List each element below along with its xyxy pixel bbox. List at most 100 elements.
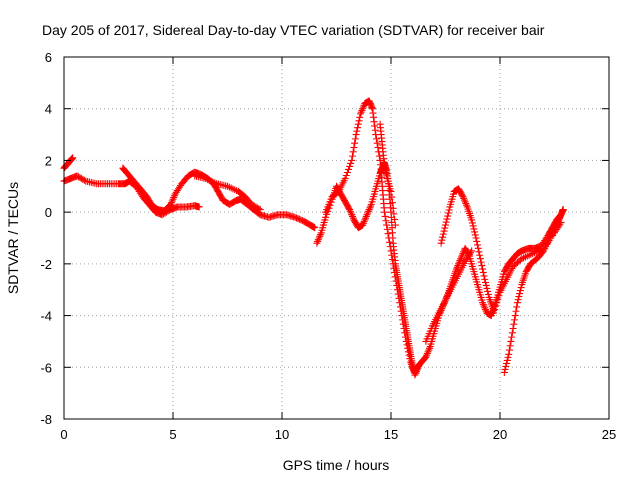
data-point-marker (444, 212, 452, 220)
data-point-marker (346, 206, 354, 214)
x-tick-label: 5 (169, 427, 176, 442)
data-point-marker (383, 225, 391, 233)
data-point-marker (475, 248, 483, 256)
data-point-marker (365, 206, 373, 214)
y-tick-label: -8 (40, 412, 52, 427)
data-point-marker (397, 307, 405, 315)
data-point-marker (256, 206, 264, 214)
data-point-marker (387, 247, 395, 255)
data-point-marker (511, 316, 519, 324)
data-point-marker (439, 230, 447, 238)
data-point-marker (476, 255, 484, 263)
data-point-marker (405, 351, 413, 359)
data-point-marker (384, 230, 392, 238)
data-point-marker (390, 264, 398, 272)
y-tick-label: 2 (45, 153, 52, 168)
data-point-marker (77, 175, 85, 183)
data-point-marker (414, 364, 422, 372)
data-point-marker (452, 265, 460, 273)
data-point-marker (388, 251, 396, 259)
data-point-marker (167, 200, 175, 208)
data-point-marker (559, 206, 567, 214)
data-point-marker (481, 275, 489, 283)
data-point-marker (195, 203, 203, 211)
data-point-marker (389, 204, 397, 212)
series-trace-7 (376, 120, 399, 229)
data-point-marker (346, 207, 354, 215)
data-point-marker (394, 290, 402, 298)
data-point-marker (359, 221, 367, 229)
y-tick-label: 6 (45, 50, 52, 65)
data-point-marker (508, 329, 516, 337)
data-point-marker (482, 281, 490, 289)
data-point-marker (438, 236, 446, 244)
data-point-marker (380, 208, 388, 216)
data-point-marker (481, 304, 489, 312)
data-point-marker (356, 113, 364, 121)
data-point-marker (514, 296, 522, 304)
data-point-marker (423, 349, 431, 357)
data-point-marker (367, 202, 375, 210)
data-point-marker (391, 215, 399, 223)
data-point-marker (437, 239, 445, 247)
data-point-marker (480, 272, 488, 280)
data-point-marker (342, 172, 350, 180)
data-point-marker (295, 215, 303, 223)
chart-title: Day 205 of 2017, Sidereal Day-to-day VTE… (42, 22, 545, 38)
data-point-marker (406, 355, 414, 363)
data-point-marker (456, 256, 464, 264)
data-point-marker (385, 234, 393, 242)
data-point-marker (69, 154, 77, 162)
data-point-marker (424, 348, 432, 356)
data-point-marker (348, 152, 356, 160)
data-point-marker (479, 300, 487, 308)
data-point-marker (381, 212, 389, 220)
data-point-marker (442, 221, 449, 229)
data-point-marker (459, 193, 467, 201)
data-point-marker (471, 228, 479, 236)
data-point-marker (440, 227, 448, 235)
data-point-marker (484, 287, 492, 295)
data-point-marker (399, 316, 407, 324)
data-point-marker (352, 131, 360, 139)
data-point-marker (501, 365, 509, 373)
x-tick-labels: 0 5 10 15 20 25 (60, 427, 616, 442)
data-point-marker (249, 201, 257, 209)
data-point-marker (373, 139, 381, 147)
y-tick-label: 4 (45, 102, 52, 117)
data-point-marker (500, 368, 508, 376)
data-point-marker (291, 213, 299, 221)
data-point-marker (425, 346, 433, 354)
data-point-marker (439, 233, 447, 241)
data-point-marker (513, 303, 521, 311)
data-point-marker (359, 103, 367, 111)
data-point-marker (357, 108, 365, 116)
data-point-marker (470, 225, 478, 233)
data-point-marker (391, 273, 399, 281)
y-tick-label: 0 (45, 205, 52, 220)
data-point-marker (515, 293, 523, 301)
data-point-marker (404, 348, 412, 356)
data-point-marker (512, 307, 520, 315)
data-point-marker (372, 135, 380, 143)
data-point-marker (479, 265, 487, 273)
grid-lines (64, 57, 609, 419)
data-point-marker (509, 325, 517, 332)
data-point-marker (355, 117, 363, 125)
series-trace-3 (119, 164, 319, 232)
data-point-marker (503, 359, 511, 367)
data-point-marker (458, 251, 466, 259)
data-point-marker (391, 221, 399, 229)
data-point-marker (503, 356, 511, 364)
data-point-marker (75, 173, 83, 181)
axis-ticks (63, 56, 610, 420)
data-point-marker (79, 175, 87, 183)
data-point-marker (359, 105, 367, 113)
y-tick-label: -4 (40, 309, 52, 324)
data-point-marker (472, 234, 480, 242)
data-point-marker (481, 306, 489, 314)
data-point-marker (412, 369, 420, 377)
data-point-marker (350, 144, 358, 151)
data-point-marker (513, 299, 521, 307)
data-point-marker (463, 201, 471, 209)
